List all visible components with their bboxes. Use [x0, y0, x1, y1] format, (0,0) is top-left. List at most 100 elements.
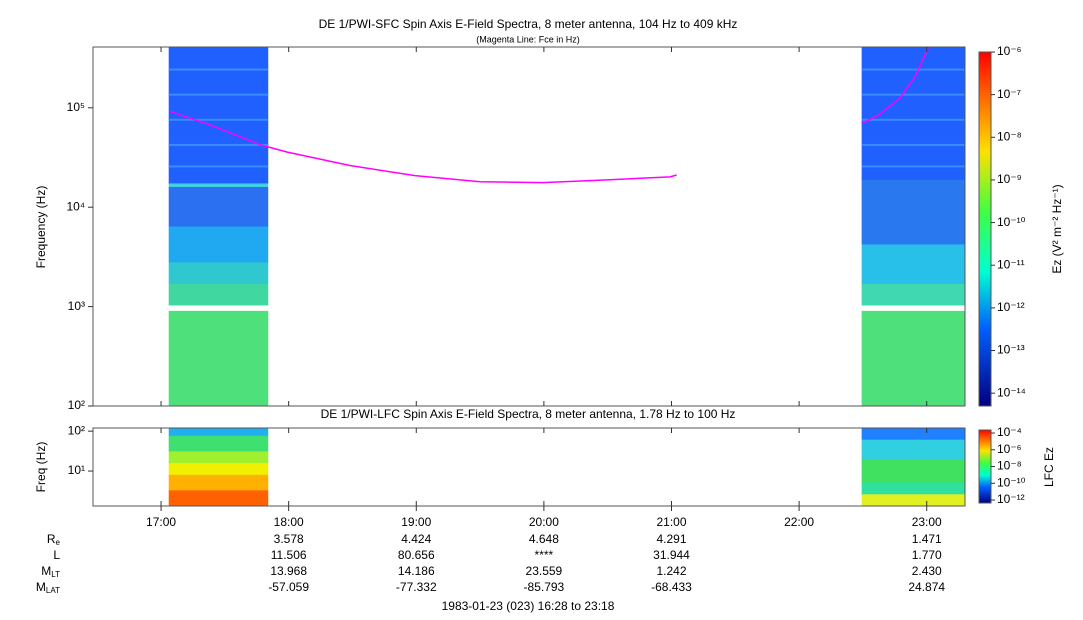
- spectrum-band: [861, 310, 965, 407]
- footer: 1983-01-23 (023) 16:28 to 23:18: [442, 599, 615, 613]
- plot-frame: [92, 46, 966, 407]
- spectrum-streak: [861, 68, 965, 71]
- spectrum-band: [168, 435, 269, 452]
- colorbar-tick-label: 10⁻¹³: [997, 343, 1025, 357]
- spectrum-band: [168, 183, 269, 188]
- colorbar-tick-label: 10⁻⁶: [997, 442, 1022, 456]
- ephemeris-label-sub: e: [56, 538, 61, 547]
- spectrogram-block: [861, 428, 965, 507]
- spectrum-streak: [168, 165, 269, 168]
- colorbar-tick-label: 10⁻⁴: [997, 425, 1022, 439]
- colorbar: [978, 51, 992, 407]
- chart-subtitle: (Magenta Line: Fce in Hz): [476, 34, 580, 44]
- ephemeris-value: 3.578: [274, 532, 304, 546]
- fce-line: [169, 47, 929, 184]
- y-tick-label: 10²: [68, 398, 85, 412]
- chart-title: DE 1/PWI-SFC Spin Axis E-Field Spectra, …: [319, 17, 738, 31]
- ephemeris-label: Re: [47, 532, 61, 547]
- x-tick-label: 21:00: [656, 515, 686, 529]
- x-tick-label: 23:00: [912, 515, 942, 529]
- spectrum-band: [861, 494, 965, 507]
- spectrogram-block: [861, 47, 965, 407]
- spectrum-band: [861, 47, 965, 181]
- plot-frame: [92, 427, 966, 507]
- spectrum-streak: [168, 93, 269, 96]
- ephemeris-value: -77.332: [396, 580, 437, 594]
- colorbar: [978, 429, 992, 504]
- spectrum-band: [168, 305, 269, 312]
- ephemeris-label-sub: LAT: [46, 586, 60, 595]
- ephemeris-label: MLAT: [36, 580, 60, 595]
- ephemeris-label: MLT: [41, 564, 60, 579]
- spectrum-band: [861, 482, 965, 495]
- ephemeris-label: L: [53, 548, 60, 562]
- spectrum-band: [168, 428, 269, 437]
- x-tick-label: 22:00: [784, 515, 814, 529]
- ephemeris-value: 13.968: [270, 564, 307, 578]
- ephemeris-label-sub: LT: [51, 570, 60, 579]
- y-axis-label: Freq (Hz): [34, 442, 48, 493]
- y-tick-label: 10⁵: [67, 100, 85, 114]
- colorbar-tick-label: 10⁻⁶: [997, 44, 1022, 58]
- spectrum-streak: [861, 118, 965, 121]
- ephemeris-value: ****: [535, 548, 554, 562]
- spectrum-band: [861, 244, 965, 285]
- spectrum-band: [168, 187, 269, 227]
- x-tick-label: 18:00: [274, 515, 304, 529]
- ephemeris-label-text: L: [53, 548, 60, 562]
- y-tick-label: 10²: [68, 423, 85, 437]
- ephemeris-label-text: M: [41, 564, 51, 578]
- spectrogram-block: [168, 47, 269, 407]
- panel-title: DE 1/PWI-LFC Spin Axis E-Field Spectra, …: [321, 407, 736, 421]
- spectrum-band: [168, 226, 269, 263]
- colorbar-label: LFC Ez: [1042, 447, 1056, 487]
- spectrum-band: [861, 439, 965, 460]
- ephemeris-value: 31.944: [653, 548, 690, 562]
- ephemeris-value: -85.793: [524, 580, 565, 594]
- ephemeris-value: 1.770: [912, 548, 942, 562]
- ephemeris-value: 24.874: [908, 580, 945, 594]
- ephemeris-label-text: R: [47, 532, 56, 546]
- spectrum-streak: [168, 118, 269, 121]
- ephemeris-value: 11.506: [271, 548, 307, 562]
- ephemeris-label-text: M: [36, 580, 46, 594]
- spectrum-band: [168, 490, 269, 507]
- spectrum-streak: [168, 68, 269, 71]
- colorbar-tick-label: 10⁻¹¹: [997, 257, 1025, 271]
- colorbar-tick-label: 10⁻¹⁰: [997, 215, 1026, 229]
- ephemeris-value: 4.291: [656, 532, 686, 546]
- y-axis-label: Frequency (Hz): [34, 186, 48, 269]
- spectrogram-block: [168, 428, 269, 507]
- spectrum-band: [861, 283, 965, 306]
- y-tick-label: 10⁴: [66, 199, 85, 213]
- spectrum-streak: [861, 165, 965, 168]
- colorbar-tick-label: 10⁻⁸: [997, 459, 1022, 473]
- ephemeris-value: -68.433: [651, 580, 692, 594]
- spectrum-streak: [861, 143, 965, 146]
- colorbar-tick-label: 10⁻¹²: [997, 300, 1025, 314]
- x-tick-label: 20:00: [529, 515, 559, 529]
- spectrum-band: [861, 428, 965, 441]
- spectrum-band: [168, 463, 269, 476]
- ephemeris-value: 4.424: [401, 532, 431, 546]
- spectrum-band: [168, 283, 269, 306]
- spectrum-band: [168, 474, 269, 491]
- colorbar-tick-label: 10⁻¹²: [997, 492, 1025, 506]
- colorbar-tick-label: 10⁻¹⁴: [997, 385, 1026, 399]
- spectrum-band: [168, 451, 269, 464]
- spectrum-streak: [168, 143, 269, 146]
- ephemeris-value: 2.430: [912, 564, 942, 578]
- ephemeris-value: 80.656: [398, 548, 435, 562]
- ephemeris-value: 1.242: [656, 564, 686, 578]
- y-tick-label: 10¹: [68, 463, 85, 477]
- x-tick-label: 17:00: [146, 515, 176, 529]
- colorbar-label: Ez (V² m⁻² Hz⁻¹): [1050, 184, 1064, 273]
- spectrum-streak: [861, 93, 965, 96]
- ephemeris-value: 23.559: [526, 564, 563, 578]
- ephemeris-value: -57.059: [268, 580, 309, 594]
- spectrum-band: [861, 305, 965, 312]
- colorbar-tick-label: 10⁻⁸: [997, 129, 1022, 143]
- spectrum-band: [168, 310, 269, 407]
- spectrum-band: [861, 459, 965, 484]
